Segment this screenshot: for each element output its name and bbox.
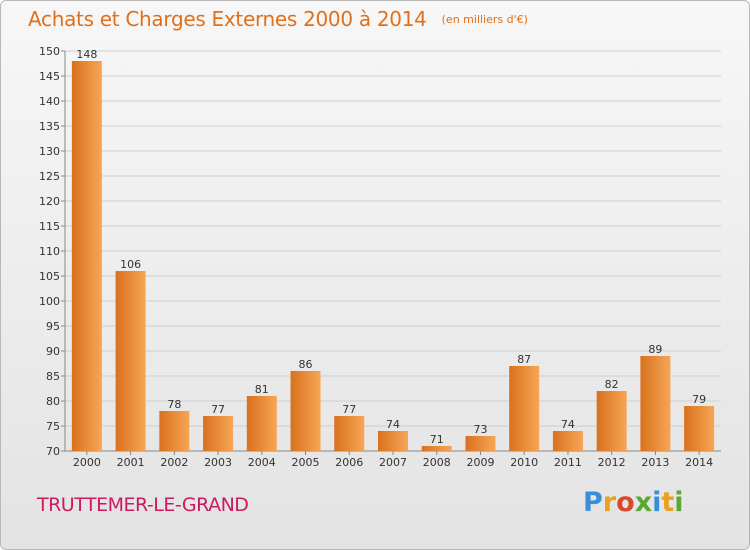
y-tick-labels: 70 75 80 85 90 95 100 105 110 115 120 125 130 135 140 1… xyxy=(39,45,60,458)
proxiti-logo: Proxiti xyxy=(583,487,684,518)
x-tick-label-2012: 2012 xyxy=(598,456,626,469)
bar-2003 xyxy=(203,416,234,451)
value-label-2012: 82 xyxy=(605,378,619,391)
x-tick-label-2011: 2011 xyxy=(554,456,582,469)
y-tick-label: 100 xyxy=(39,295,60,308)
x-tick-label-2013: 2013 xyxy=(641,456,669,469)
x-tick-label-2004: 2004 xyxy=(248,456,276,469)
y-tick-label: 140 xyxy=(39,95,60,108)
x-tick-label-2001: 2001 xyxy=(117,456,145,469)
x-tick-label-2006: 2006 xyxy=(335,456,363,469)
y-tick-label: 115 xyxy=(39,220,60,233)
x-tick-label-2000: 2000 xyxy=(73,456,101,469)
y-tick-label: 130 xyxy=(39,145,60,158)
bar-2006 xyxy=(334,416,365,451)
bar-2013 xyxy=(640,356,671,451)
y-tick-label: 105 xyxy=(39,270,60,283)
value-label-2005: 86 xyxy=(299,358,313,371)
bar-2014 xyxy=(684,406,715,451)
bar-2008 xyxy=(421,446,452,451)
bar-2009 xyxy=(465,436,496,451)
bar-2010 xyxy=(509,366,540,451)
x-tick-label-2014: 2014 xyxy=(685,456,713,469)
value-label-2006: 77 xyxy=(342,403,356,416)
bar-2012 xyxy=(596,391,627,451)
x-tick-label-2010: 2010 xyxy=(510,456,538,469)
x-tick-labels: 2000 2001 2002 2003 2004 2005 2006 2007 2008 2009… xyxy=(73,451,713,469)
y-tick-label: 80 xyxy=(46,395,60,408)
y-tick-label: 125 xyxy=(39,170,60,183)
y-tick-label: 95 xyxy=(46,320,60,333)
y-tick-label: 75 xyxy=(46,420,60,433)
town-name: TRUTTEMER-LE-GRAND xyxy=(37,494,249,516)
bar-2002 xyxy=(159,411,190,451)
chart-title-block: Achats et Charges Externes 2000 à 2014 (… xyxy=(28,7,528,31)
y-tick-label: 120 xyxy=(39,195,60,208)
x-tick-label-2007: 2007 xyxy=(379,456,407,469)
bar-2005 xyxy=(290,371,321,451)
y-tick-label: 150 xyxy=(39,45,60,58)
y-tick-label: 110 xyxy=(39,245,60,258)
x-tick-label-2002: 2002 xyxy=(160,456,188,469)
chart-title: Achats et Charges Externes 2000 à 2014 xyxy=(28,7,427,31)
y-tick-label: 90 xyxy=(46,345,60,358)
value-label-2002: 78 xyxy=(167,398,181,411)
value-label-2000: 148 xyxy=(76,48,97,61)
value-labels: 148 106 78 77 81 86 77 74 71 73 87 74 82 89 79 xyxy=(76,48,706,446)
chart-unit: (en milliers d'€) xyxy=(441,13,528,26)
x-tick-label-2003: 2003 xyxy=(204,456,232,469)
y-tick-label: 135 xyxy=(39,120,60,133)
value-label-2007: 74 xyxy=(386,418,400,431)
value-label-2004: 81 xyxy=(255,383,269,396)
y-tick-label: 70 xyxy=(46,445,60,458)
value-label-2003: 77 xyxy=(211,403,225,416)
x-tick-label-2005: 2005 xyxy=(292,456,320,469)
value-label-2010: 87 xyxy=(517,353,531,366)
value-label-2008: 71 xyxy=(430,433,444,446)
bar-2000 xyxy=(71,61,102,451)
bar-2007 xyxy=(378,431,408,451)
bar-2001 xyxy=(115,271,146,451)
y-tick-label: 145 xyxy=(39,70,60,83)
bars xyxy=(71,61,715,451)
value-label-2014: 79 xyxy=(692,393,706,406)
value-label-2001: 106 xyxy=(120,258,141,271)
value-label-2009: 73 xyxy=(473,423,487,436)
bar-2004 xyxy=(246,396,277,451)
bar-2011 xyxy=(552,431,583,451)
x-tick-label-2009: 2009 xyxy=(466,456,494,469)
value-label-2013: 89 xyxy=(648,343,662,356)
x-tick-label-2008: 2008 xyxy=(423,456,451,469)
value-label-2011: 74 xyxy=(561,418,575,431)
y-tick-label: 85 xyxy=(46,370,60,383)
